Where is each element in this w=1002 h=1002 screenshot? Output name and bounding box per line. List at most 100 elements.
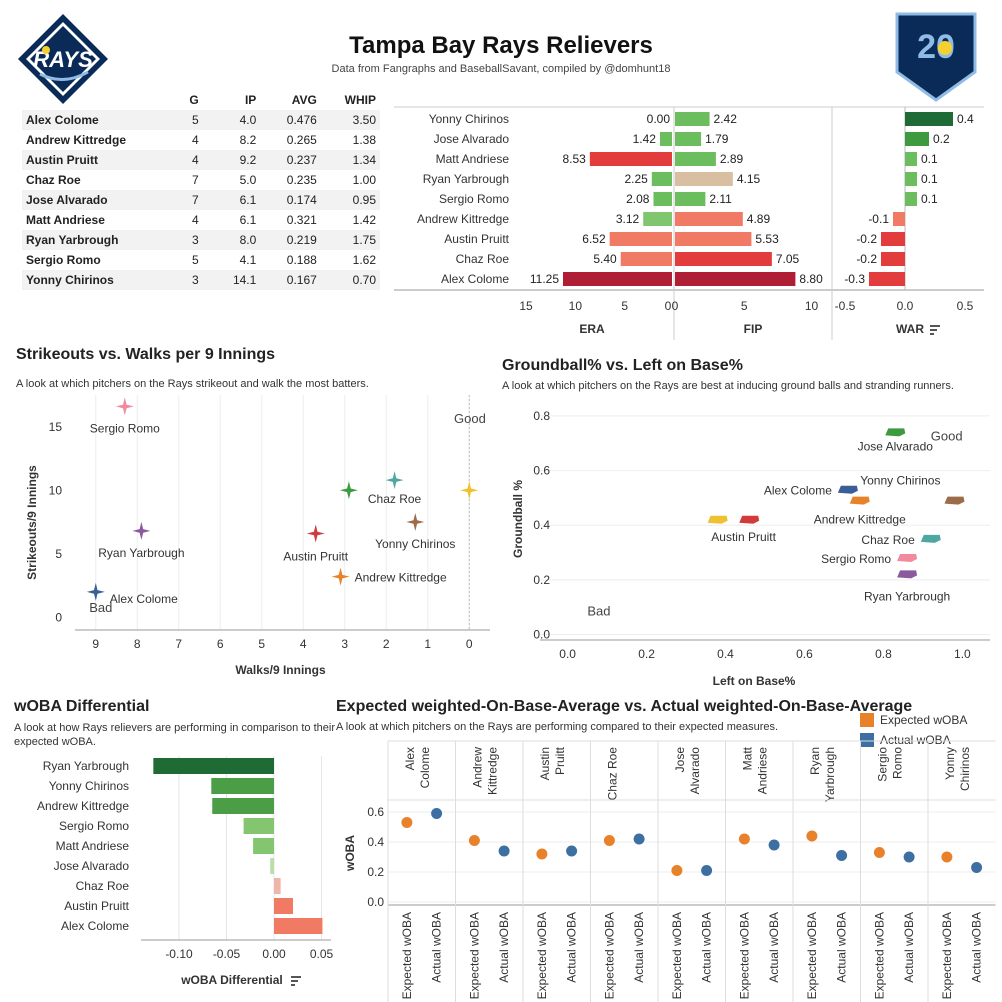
xwoba-chart: Expected wOBA Actual wOBA 0.0 0.2 0.4 0.6 wOBA… <box>343 713 996 1002</box>
fip-value-label: 2.89 <box>720 152 744 166</box>
war-value-label: -0.2 <box>856 232 877 246</box>
stats-cell-avg: 0.265 <box>286 133 317 147</box>
fip-value-label: 8.80 <box>799 272 823 286</box>
war-bar <box>905 172 917 186</box>
fip-bar <box>675 112 710 126</box>
xwoba-player-label: Chaz Roe <box>605 747 619 801</box>
k-bb-x-tick: 4 <box>300 637 307 651</box>
stats-header-ip: IP <box>244 93 257 107</box>
xwoba-sub-label: Expected wOBA <box>872 912 886 999</box>
sort-icon-bar <box>291 984 295 986</box>
stats-row: Austin Pruitt 4 9.2 0.237 1.34 <box>22 150 380 170</box>
woba-diff-bar <box>274 918 323 934</box>
era-tick-label: 15 <box>519 299 533 313</box>
fip-bar <box>675 252 772 266</box>
xwoba-player-label: Andrew <box>470 747 484 788</box>
fip-value-label: 1.79 <box>705 132 729 146</box>
gb-lob-y-axis-title: Groundball % <box>511 480 525 558</box>
gb-lob-point-marker <box>707 515 728 524</box>
war-tick-label: 0.5 <box>957 299 974 313</box>
stats-row: Yonny Chirinos 3 14.1 0.167 0.70 <box>22 270 380 290</box>
woba-diff-category-label: Sergio Romo <box>59 819 129 833</box>
k-bb-y-axis-title: Strikeouts/9 Innings <box>25 465 39 580</box>
k-bb-point-label: Alex Colome <box>110 592 178 606</box>
gb-lob-x-tick: 0.0 <box>559 647 576 661</box>
xwoba-sub-label: Expected wOBA <box>670 912 684 999</box>
sort-icon <box>291 976 301 986</box>
page-subtitle: Data from Fangraphs and BaseballSavant, … <box>331 63 671 75</box>
era-value-label: 1.42 <box>633 132 657 146</box>
xwoba-player-label: Yarbrough <box>823 747 837 802</box>
fip-bar <box>675 272 796 286</box>
war-value-label: -0.1 <box>868 212 889 226</box>
era-value-label: 11.25 <box>530 272 559 286</box>
xwoba-expected-point <box>468 835 480 846</box>
fip-tick-label: 0 <box>672 299 679 313</box>
k-bb-x-tick: 7 <box>175 637 182 651</box>
k-bb-annotation: Good <box>454 411 486 426</box>
k-bb-point-label: Yonny Chirinos <box>375 537 455 551</box>
era-axis-title: ERA <box>579 322 605 336</box>
gb-lob-point-label: Yonny Chirinos <box>860 474 940 488</box>
stats-cell-name: Yonny Chirinos <box>22 270 163 290</box>
sort-icon-bar <box>930 325 940 327</box>
stats-cell-name: Alex Colome <box>22 110 163 130</box>
k-bb-y-tick: 5 <box>55 547 62 561</box>
stats-cell-whip: 0.95 <box>320 190 380 210</box>
xwoba-y-tick: 0.0 <box>367 895 384 909</box>
fip-bar <box>675 212 743 226</box>
stats-cell-avg: 0.321 <box>286 213 317 227</box>
fip-value-label: 2.42 <box>714 112 738 126</box>
efw-category-label: Jose Alvarado <box>434 132 510 146</box>
anniversary-logo: 20 <box>893 10 979 102</box>
woba-diff-category-label: Jose Alvarado <box>54 859 130 873</box>
xwoba-title: Expected weighted-On-Base-Average vs. Ac… <box>336 698 913 715</box>
k-bb-x-tick: 3 <box>341 637 348 651</box>
era-tick-label: 5 <box>621 299 628 313</box>
era-bar <box>659 132 672 146</box>
war-value-label: -0.2 <box>856 252 877 266</box>
woba-diff-bar <box>212 798 274 814</box>
war-value-label: 0.1 <box>921 152 938 166</box>
xwoba-player-label: Yonny <box>943 747 957 780</box>
k-bb-point-label: Austin Pruitt <box>283 549 348 563</box>
k-bb-point-label: Chaz Roe <box>368 492 422 506</box>
fip-value-label: 2.11 <box>709 192 732 206</box>
era-bar <box>563 272 672 286</box>
efw-category-label: Andrew Kittredge <box>417 212 509 226</box>
gb-lob-subtitle: A look at which pitchers on the Rays are… <box>502 380 954 392</box>
k-bb-point-marker <box>306 524 325 543</box>
xwoba-actual-point <box>768 839 780 851</box>
xwoba-y-axis-title: wOBA <box>343 835 357 872</box>
woba-diff-category-label: Andrew Kittredge <box>37 799 129 813</box>
stats-cell-ip: 9.2 <box>202 150 261 170</box>
k-bb-x-tick: 8 <box>134 637 141 651</box>
woba-diff-category-label: Austin Pruitt <box>64 899 129 913</box>
k-bb-point-marker <box>115 397 134 416</box>
stats-table: G IP AVG WHIP Alex Colome 5 4.0 0.476 3.50 An… <box>22 90 380 290</box>
era-value-label: 6.52 <box>582 232 606 246</box>
stats-cell-ip: 4.0 <box>202 110 261 130</box>
k-bb-x-tick: 0 <box>466 637 473 651</box>
gb-lob-x-axis-title: Left on Base% <box>713 674 796 688</box>
era-bar <box>643 212 672 226</box>
woba-diff-title: wOBA Differential <box>14 698 150 715</box>
era-bar <box>651 172 672 186</box>
k-bb-y-tick: 15 <box>49 420 63 434</box>
stats-row: Chaz Roe 7 5.0 0.235 1.00 <box>22 170 380 190</box>
xwoba-sub-label: Actual wOBA <box>565 912 579 983</box>
xwoba-sub-label: Actual wOBA <box>632 912 646 983</box>
k-bb-point-marker <box>86 582 105 601</box>
xwoba-actual-point <box>633 833 645 845</box>
era-tick-label: 10 <box>569 299 583 313</box>
stats-cell-avg: 0.235 <box>286 173 317 187</box>
stats-row: Jose Alvarado 7 6.1 0.174 0.95 <box>22 190 380 210</box>
gb-lob-x-tick: 1.0 <box>954 647 971 661</box>
stats-cell-name: Austin Pruitt <box>22 150 163 170</box>
war-bar <box>869 272 905 286</box>
gb-lob-point-marker <box>739 515 760 524</box>
stats-cell-g: 4 <box>162 150 203 170</box>
xwoba-player-label: Andriese <box>755 747 769 795</box>
gb-lob-point-marker <box>897 570 918 579</box>
xwoba-sub-label: Actual wOBA <box>430 912 444 983</box>
